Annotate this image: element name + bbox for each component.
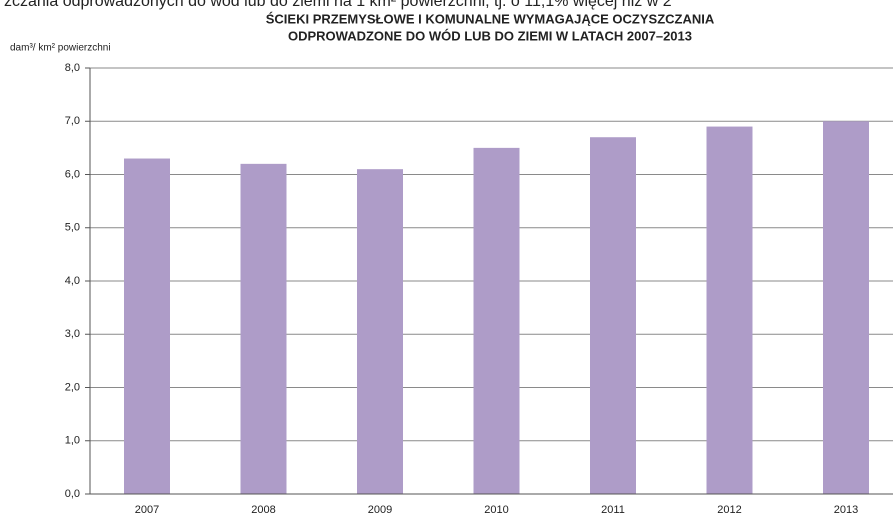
y-tick-label: 8,0 xyxy=(65,62,80,74)
bar xyxy=(357,169,403,495)
x-tick-label: 2012 xyxy=(717,504,741,516)
cut-off-text: zczania odprowadzonych do wód lub do zie… xyxy=(4,0,672,10)
y-tick-label: 5,0 xyxy=(65,222,80,234)
x-tick-label: 2009 xyxy=(368,504,392,516)
x-tick-label: 2008 xyxy=(251,504,275,516)
bar xyxy=(240,163,287,494)
chart-title: ODPROWADZONE DO WÓD LUB DO ZIEMI W LATAC… xyxy=(288,28,692,43)
y-tick-label: 7,0 xyxy=(65,115,80,127)
x-tick-label: 2007 xyxy=(135,504,159,516)
chart-title: ŚCIEKI PRZEMYSŁOWE I KOMUNALNE WYMAGAJĄC… xyxy=(266,11,715,26)
bar xyxy=(124,158,170,494)
y-tick-label: 3,0 xyxy=(65,328,80,340)
bar xyxy=(706,126,753,494)
y-tick-label: 1,0 xyxy=(65,435,80,447)
y-tick-label: 6,0 xyxy=(65,168,80,180)
bar xyxy=(473,147,520,494)
y-tick-label: 2,0 xyxy=(65,381,80,393)
x-tick-label: 2010 xyxy=(484,504,508,516)
y-tick-label: 0,0 xyxy=(65,488,80,500)
y-axis-label: dam³/ km² powierzchni xyxy=(10,43,111,54)
y-tick-label: 4,0 xyxy=(65,275,80,287)
bar xyxy=(823,121,869,494)
bar xyxy=(590,137,636,494)
x-tick-label: 2013 xyxy=(834,504,858,516)
x-tick-label: 2011 xyxy=(601,504,625,516)
